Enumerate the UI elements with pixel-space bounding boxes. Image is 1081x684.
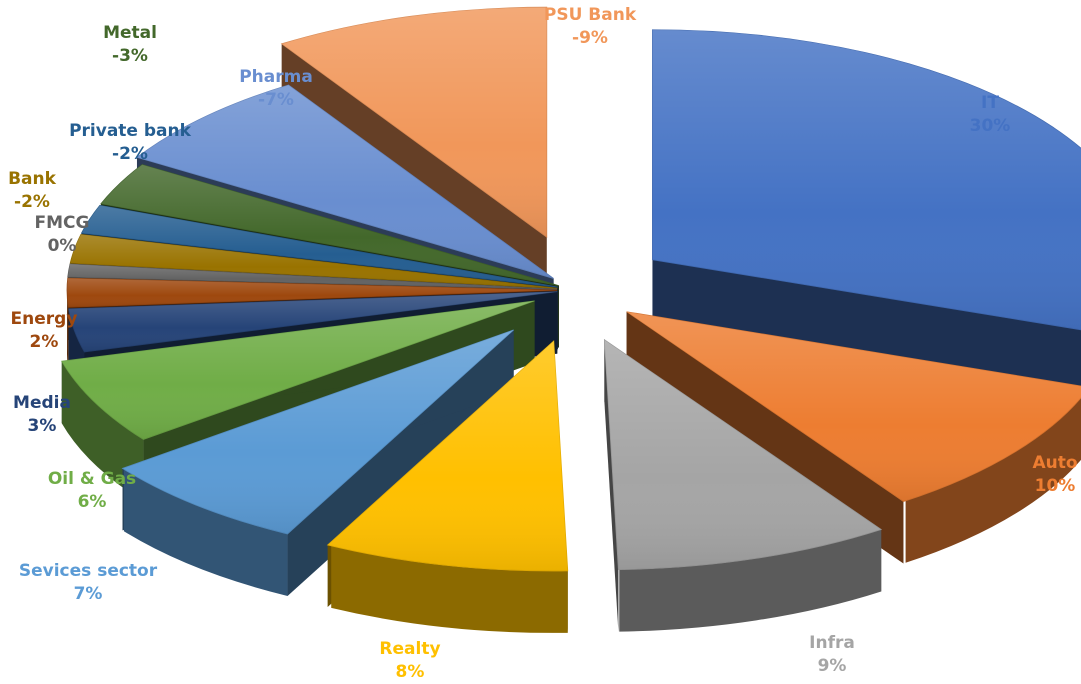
slice-wall-it-1 <box>652 259 1081 392</box>
slice-sheen-fmcg <box>67 264 558 290</box>
data-label-value-infra: 9% <box>817 656 847 676</box>
data-label-name-pharma: Pharma <box>239 67 313 87</box>
data-label-name-media: Media <box>13 393 71 413</box>
data-label-metal: Metal -3% <box>103 22 157 68</box>
data-label-name-sevices-sector: Sevices sector <box>18 561 158 581</box>
slice-sheen-private-bank <box>81 205 558 288</box>
data-label-value-media: 3% <box>27 416 57 436</box>
slice-sheen-energy <box>67 278 558 308</box>
data-label-value-pharma: -7% <box>258 90 294 110</box>
data-label-value-it: 30% <box>969 116 1011 136</box>
data-label-name-energy: Energy <box>10 309 78 329</box>
data-label-value-oil-gas: 6% <box>77 492 107 512</box>
slice-side-oil-gas-0 <box>61 361 144 502</box>
data-label-value-metal: -3% <box>112 46 148 66</box>
data-label-oil-gas: Oil & Gas 6% <box>48 468 136 514</box>
slice-sheen-pharma <box>136 85 554 279</box>
slice-side-auto-0 <box>905 397 1081 563</box>
data-label-name-infra: Infra <box>809 633 855 653</box>
data-label-value-private-bank: -2% <box>112 144 148 164</box>
data-label-name-realty: Realty <box>379 639 441 659</box>
slice-side-realty-0 <box>331 545 568 633</box>
data-label-private-bank: Private bank -2% <box>69 120 191 166</box>
slice-wall-infra-1 <box>604 339 619 632</box>
slice-sheen-infra <box>604 339 882 570</box>
slice-sheen-sevices-sector <box>122 329 514 534</box>
slice-sheen-media <box>68 291 558 352</box>
data-label-value-fmcg: 0% <box>47 236 77 256</box>
data-label-auto: Auto 10% <box>1032 452 1077 498</box>
data-label-realty: Realty 8% <box>379 638 440 684</box>
data-label-psu-bank: PSU Bank -9% <box>544 4 636 50</box>
data-label-value-sevices-sector: 7% <box>73 584 103 604</box>
slice-side-sevices-sector-0 <box>123 469 288 596</box>
slice-sheen-auto <box>626 311 1081 502</box>
slice-sheen-it <box>652 29 1081 330</box>
slice-sheen-oil-gas <box>61 300 535 440</box>
data-label-it: IT 30% <box>970 92 1011 138</box>
data-label-name-fmcg: FMCG <box>34 213 90 233</box>
data-label-name-auto: Auto <box>1032 453 1078 473</box>
slice-sheen-realty <box>327 340 568 571</box>
slice-sheen-psu-bank <box>281 7 547 238</box>
data-label-name-oil-gas: Oil & Gas <box>47 469 137 489</box>
data-label-name-bank: Bank <box>8 169 56 189</box>
data-label-name-psu-bank: PSU Bank <box>543 5 637 25</box>
data-label-value-bank: -2% <box>14 192 50 212</box>
data-label-name-metal: Metal <box>103 23 157 43</box>
data-label-pharma: Pharma -7% <box>239 66 313 112</box>
data-label-infra: Infra 9% <box>809 632 855 678</box>
data-label-fmcg: FMCG 0% <box>35 212 90 258</box>
data-label-value-psu-bank: -9% <box>572 28 608 48</box>
slice-tops <box>61 6 1081 572</box>
data-label-bank: Bank -2% <box>8 168 56 214</box>
data-label-name-private-bank: Private bank <box>69 121 191 141</box>
data-label-media: Media 3% <box>13 392 71 438</box>
slice-side-infra-0 <box>619 529 882 632</box>
data-label-energy: Energy 2% <box>11 308 78 354</box>
slice-sheen-metal <box>100 164 559 286</box>
data-label-value-energy: 2% <box>29 332 59 352</box>
data-label-name-it: IT <box>981 93 999 113</box>
data-label-value-realty: 8% <box>395 662 425 682</box>
slice-sheen-bank <box>70 234 558 289</box>
data-label-sevices-sector: Sevices sector 7% <box>19 560 157 606</box>
data-label-value-auto: 10% <box>1034 476 1076 496</box>
